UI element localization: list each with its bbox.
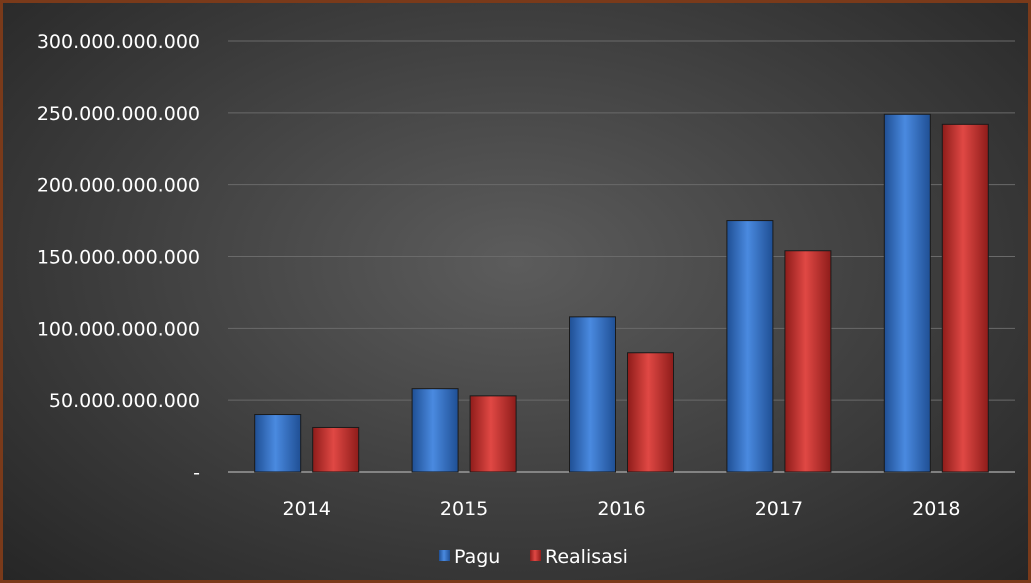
bar-realisasi-2018 (941, 123, 989, 473)
bar-pagu-2016 (569, 316, 616, 473)
bar-pagu-2015 (411, 388, 459, 473)
bar-realisasi-2015 (469, 395, 517, 473)
bar-pagu-2017 (726, 220, 774, 473)
y-tick-label: 250.000.000.000 (37, 103, 200, 125)
legend-swatch-pagu (439, 550, 450, 561)
x-tick-label: 2015 (440, 498, 488, 520)
y-tick-label: 150.000.000.000 (37, 247, 200, 269)
y-tick-label: 200.000.000.000 (37, 175, 200, 197)
legend-label-pagu: Pagu (454, 546, 500, 568)
y-tick-label: 300.000.000.000 (37, 31, 200, 53)
bar-chart: - 50.000.000.000 100.000.000.000 150.000.00… (37, 31, 1015, 568)
bar-pagu-2018 (883, 113, 931, 473)
y-tick-label: - (193, 462, 200, 484)
legend-label-realisasi: Realisasi (545, 546, 628, 568)
x-tick-label: 2016 (597, 498, 645, 520)
y-axis-ticks: - 50.000.000.000 100.000.000.000 150.000.00… (37, 31, 200, 484)
bar-realisasi-2014 (312, 426, 360, 473)
y-tick-label: 100.000.000.000 (37, 318, 200, 340)
x-tick-label: 2014 (283, 498, 331, 520)
y-tick-label: 50.000.000.000 (49, 390, 200, 412)
bar-pagu-2014 (254, 414, 302, 473)
x-tick-label: 2018 (912, 498, 960, 520)
x-tick-label: 2017 (755, 498, 803, 520)
bar-realisasi-2017 (784, 250, 832, 473)
bars (254, 113, 989, 473)
legend: Pagu Realisasi (439, 546, 628, 568)
bar-realisasi-2016 (627, 352, 674, 473)
legend-swatch-realisasi (530, 550, 541, 561)
x-axis-ticks: 2014 2015 2016 2017 2018 (283, 498, 961, 520)
